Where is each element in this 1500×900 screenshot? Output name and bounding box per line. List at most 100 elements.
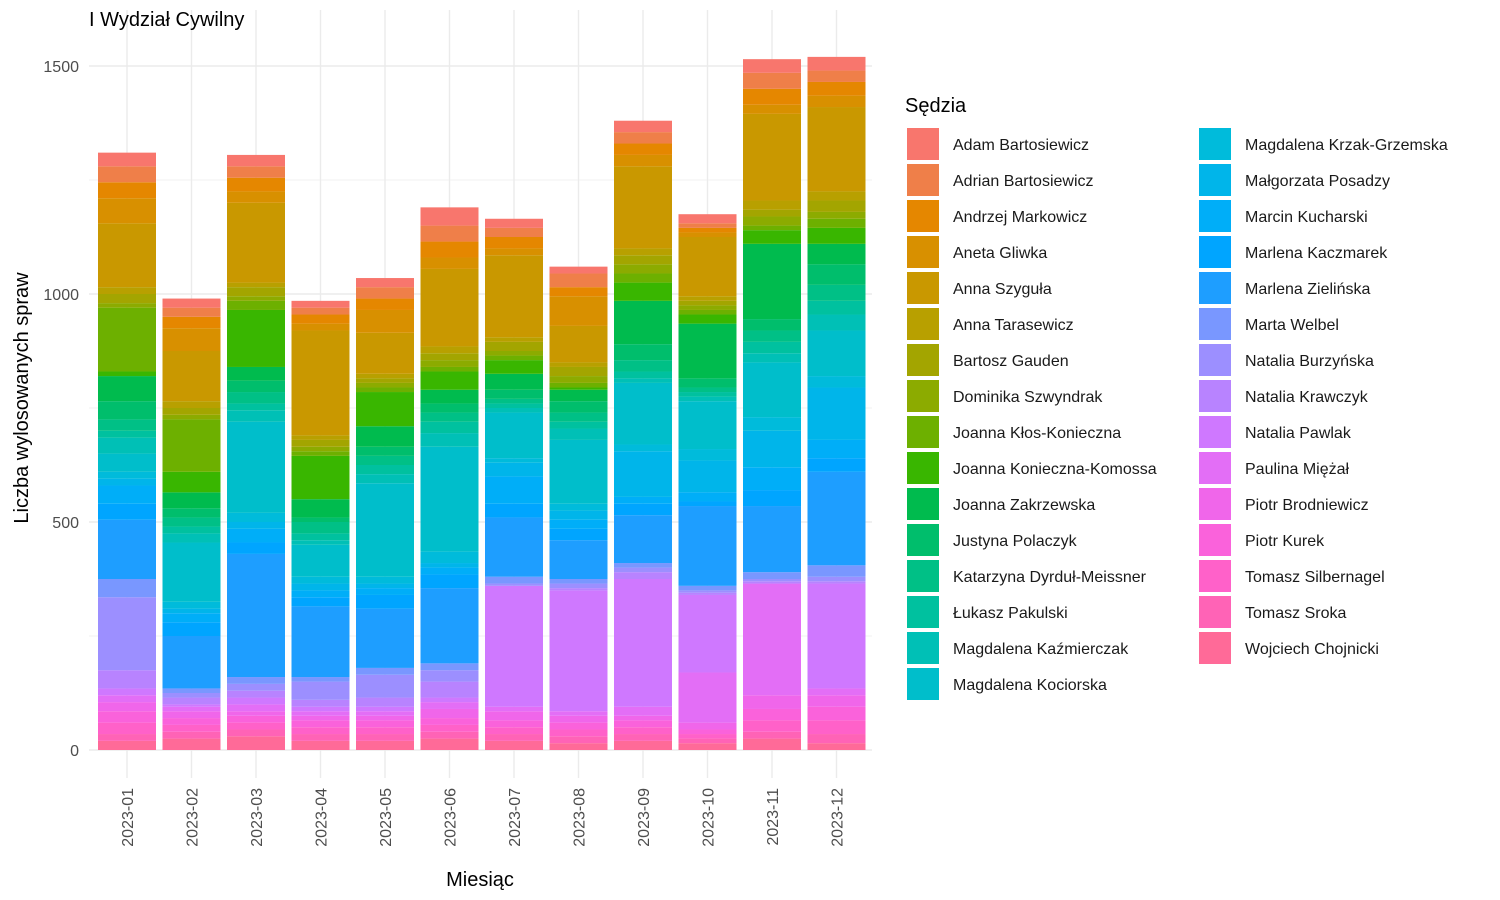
bar-segment — [549, 376, 608, 383]
bar-segment — [227, 553, 285, 678]
bar-segment — [227, 697, 285, 705]
bar-segment — [614, 371, 672, 379]
legend-label: Tomasz Sroka — [1245, 605, 1346, 622]
bar-segment — [678, 223, 737, 228]
bar-segment — [614, 132, 672, 144]
bar-segment — [485, 408, 543, 413]
bar-segment — [485, 462, 543, 477]
bar-segment — [807, 284, 866, 301]
bar-segment — [420, 241, 479, 258]
bar-segment — [485, 517, 543, 577]
bar-segment — [485, 351, 543, 356]
bar-segment — [678, 734, 737, 739]
bar-segment — [743, 72, 801, 89]
legend-title: Sędzia — [905, 95, 967, 117]
bar-segment — [743, 467, 801, 491]
bar-segment — [743, 572, 801, 579]
bar-segment — [420, 702, 479, 709]
bar-segment — [356, 588, 414, 595]
bar-segment — [549, 389, 608, 402]
bar-segment — [678, 449, 737, 461]
bar-segment — [678, 314, 737, 324]
bar-segment — [291, 681, 350, 700]
bar-segment — [485, 218, 543, 228]
bar-segment — [549, 421, 608, 429]
legend-key — [1199, 596, 1231, 628]
bar-segment — [807, 227, 866, 244]
bar-segment — [807, 330, 866, 377]
bar-segment — [743, 59, 801, 73]
bar-segment — [807, 576, 866, 582]
bar-segment — [420, 446, 479, 552]
bar-segment — [98, 734, 156, 741]
bar-segment — [420, 268, 479, 347]
bar-segment — [743, 490, 801, 507]
bar-segment — [549, 540, 608, 579]
bar-segment — [549, 743, 608, 750]
bar-segment — [356, 426, 414, 447]
bar-segment — [227, 191, 285, 203]
bar-segment — [549, 266, 608, 274]
x-tick-label: 2023-06 — [443, 788, 460, 847]
bar-segment — [356, 608, 414, 668]
bar-segment — [98, 307, 156, 372]
bar-segment — [98, 471, 156, 479]
bar-segment — [227, 421, 285, 513]
bar-segment — [227, 522, 285, 529]
bar-segment — [162, 533, 221, 543]
legend-key — [907, 524, 939, 556]
bar-segment — [743, 579, 801, 582]
bar-segment — [485, 227, 543, 237]
legend-key — [907, 560, 939, 592]
bar-segment — [485, 389, 543, 399]
bar-segment — [356, 706, 414, 712]
legend: Sędzia Adam Bartosiewicz Adrian Bartosiew… — [905, 95, 1448, 700]
bar-segment — [98, 478, 156, 486]
bar-segment — [743, 738, 801, 750]
bar-segment — [291, 677, 350, 682]
legend-label: Dominika Szwyndrak — [953, 389, 1103, 406]
bar-segment — [614, 734, 672, 741]
bar-segment — [807, 743, 866, 750]
bar-segment — [162, 718, 221, 725]
bar-segment — [743, 243, 801, 320]
bar-segment — [614, 740, 672, 750]
legend-key — [1199, 200, 1231, 232]
bar-segment — [227, 366, 285, 381]
bar-segment — [227, 177, 285, 192]
bar-segment — [227, 542, 285, 554]
bar-segment — [420, 663, 479, 671]
bar-segment — [356, 382, 414, 388]
bar-segment — [485, 237, 543, 249]
bar-segment — [678, 585, 737, 591]
bar-segment — [485, 255, 543, 338]
bar-segment — [291, 533, 350, 541]
x-tick-label: 2023-11 — [765, 788, 782, 846]
y-tick-label: 1500 — [43, 59, 79, 76]
legend-key — [907, 596, 939, 628]
bar-segment — [162, 608, 221, 614]
bar-segment — [420, 681, 479, 698]
legend-label: Łukasz Pakulski — [953, 605, 1068, 622]
bar-segment — [291, 590, 350, 598]
bar-segment — [485, 458, 543, 463]
bar-segment — [420, 366, 479, 372]
bar-segment — [614, 706, 672, 716]
bar-segment — [420, 567, 479, 575]
bar-segment — [807, 107, 866, 192]
bar-segment — [614, 579, 672, 707]
bar-segment — [743, 209, 801, 217]
bar-segment — [291, 435, 350, 440]
bar-segment — [743, 720, 801, 732]
legend-key — [907, 200, 939, 232]
bar-segment — [614, 515, 672, 564]
bar-segment — [291, 715, 350, 721]
bar-segment — [420, 257, 479, 269]
bar-segment — [227, 282, 285, 288]
bar-segment — [678, 227, 737, 233]
bar-segment — [420, 421, 479, 434]
bar-segment — [356, 697, 414, 707]
legend-key — [907, 344, 939, 376]
bar-segment — [678, 392, 737, 397]
